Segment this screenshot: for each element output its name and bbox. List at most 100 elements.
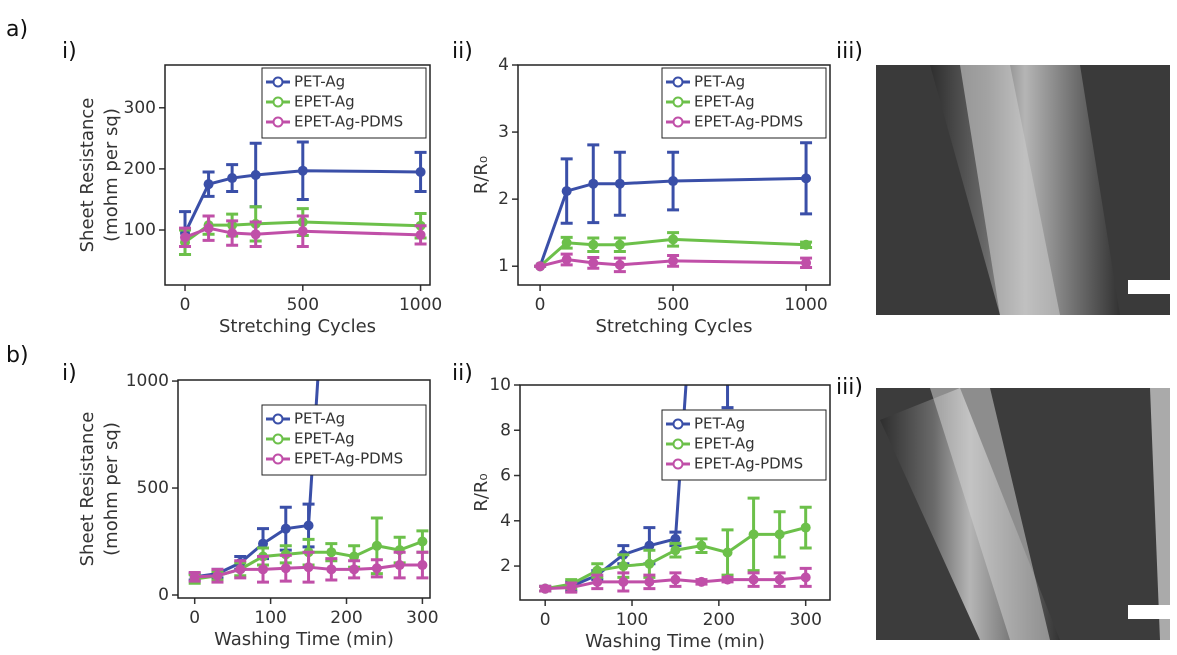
data-point xyxy=(800,522,811,533)
data-point xyxy=(297,226,308,237)
data-point xyxy=(280,523,291,534)
data-point xyxy=(722,574,733,585)
data-point xyxy=(566,582,577,593)
y-axis-label: (mohm per sq) xyxy=(101,108,122,242)
y-tick-label: 100 xyxy=(124,220,156,240)
error-bar xyxy=(721,385,734,410)
data-point xyxy=(588,257,599,268)
data-point xyxy=(417,536,428,547)
x-axis-label: Washing Time (min) xyxy=(585,631,765,652)
legend: PET-Ag EPET-Ag EPET-Ag-PDMS xyxy=(661,67,827,139)
x-tick-label: 100 xyxy=(616,610,648,630)
x-tick-label: 300 xyxy=(406,608,438,628)
x-tick-label: 0 xyxy=(540,610,551,630)
y-tick-label: 2 xyxy=(500,556,511,576)
data-point xyxy=(644,576,655,587)
y-axis-label: Sheet Resistance xyxy=(77,98,98,253)
data-point xyxy=(668,176,679,187)
data-point xyxy=(670,574,681,585)
data-point xyxy=(280,563,291,574)
chart-label: i) xyxy=(62,361,77,386)
legend-marker xyxy=(672,96,684,108)
data-point xyxy=(696,576,707,587)
data-point xyxy=(203,179,214,190)
data-point xyxy=(235,564,246,575)
legend-marker xyxy=(272,453,284,465)
data-point xyxy=(696,154,706,164)
legend: PET-Ag EPET-Ag EPET-Ag-PDMS xyxy=(261,404,427,476)
x-tick-label: 200 xyxy=(703,610,735,630)
data-point xyxy=(371,540,382,551)
x-axis-label: Stretching Cycles xyxy=(595,316,752,337)
data-point xyxy=(540,583,551,594)
y-tick-label: 10 xyxy=(489,375,511,395)
legend-label: EPET-Ag-PDMS xyxy=(294,450,403,468)
axes-frame xyxy=(177,379,431,599)
legend-label: PET-Ag xyxy=(694,73,745,91)
y-tick-label: 4 xyxy=(498,55,509,75)
legend-label: EPET-Ag xyxy=(694,93,755,111)
data-point xyxy=(203,223,214,234)
data-point xyxy=(618,576,629,587)
axes-frame xyxy=(517,64,831,286)
legend-label: PET-Ag xyxy=(294,410,345,428)
legend-label: EPET-Ag-PDMS xyxy=(694,455,803,473)
plot-area xyxy=(179,140,427,256)
data-point xyxy=(535,261,546,272)
y-tick-label: 200 xyxy=(124,159,156,179)
data-point xyxy=(561,254,572,265)
data-point xyxy=(801,239,812,250)
legend-marker xyxy=(272,96,284,108)
axes-frame xyxy=(519,384,831,601)
data-point xyxy=(592,576,603,587)
legend-marker xyxy=(272,413,284,425)
chart-label: ii) xyxy=(452,361,473,386)
legend-label: PET-Ag xyxy=(694,415,745,433)
data-point xyxy=(326,547,337,558)
x-tick-label: 100 xyxy=(254,608,286,628)
data-point xyxy=(614,178,625,189)
data-point xyxy=(189,571,200,582)
data-point xyxy=(371,563,382,574)
data-point xyxy=(180,232,191,243)
x-axis-label: Stretching Cycles xyxy=(219,316,376,337)
y-tick-label: 6 xyxy=(500,466,511,486)
data-point xyxy=(212,570,223,581)
y-tick-label: 8 xyxy=(500,420,511,440)
sem-image xyxy=(876,65,1173,315)
data-point xyxy=(668,234,679,245)
data-point xyxy=(670,545,681,556)
data-point xyxy=(644,540,655,551)
y-axis-label: (mohm per sq) xyxy=(101,422,122,556)
y-axis-label: Sheet Resistance xyxy=(77,412,98,567)
data-point xyxy=(723,154,733,164)
y-tick-label: 0 xyxy=(158,585,169,605)
data-point xyxy=(588,239,599,250)
data-point xyxy=(227,173,238,184)
y-tick-label: 500 xyxy=(137,478,169,498)
legend-marker xyxy=(272,433,284,445)
legend-marker xyxy=(272,116,284,128)
axes-frame xyxy=(164,64,431,286)
plot-area xyxy=(534,141,813,274)
data-point xyxy=(227,228,238,239)
data-point xyxy=(394,560,405,571)
data-point xyxy=(415,166,426,177)
data-point xyxy=(618,561,629,572)
x-tick-label: 0 xyxy=(189,608,200,628)
data-point xyxy=(614,259,625,270)
data-point xyxy=(644,558,655,569)
x-tick-label: 0 xyxy=(535,295,546,315)
series-line xyxy=(183,169,421,234)
y-axis-label: R/R₀ xyxy=(471,473,492,511)
data-point xyxy=(326,564,337,575)
legend-label: PET-Ag xyxy=(294,73,345,91)
data-point xyxy=(748,529,759,540)
x-tick-label: 1000 xyxy=(399,295,442,315)
panel-label: b) xyxy=(6,343,29,368)
data-point xyxy=(297,165,308,176)
legend-label: EPET-Ag xyxy=(694,435,755,453)
data-point xyxy=(722,547,733,558)
x-tick-label: 300 xyxy=(789,610,821,630)
